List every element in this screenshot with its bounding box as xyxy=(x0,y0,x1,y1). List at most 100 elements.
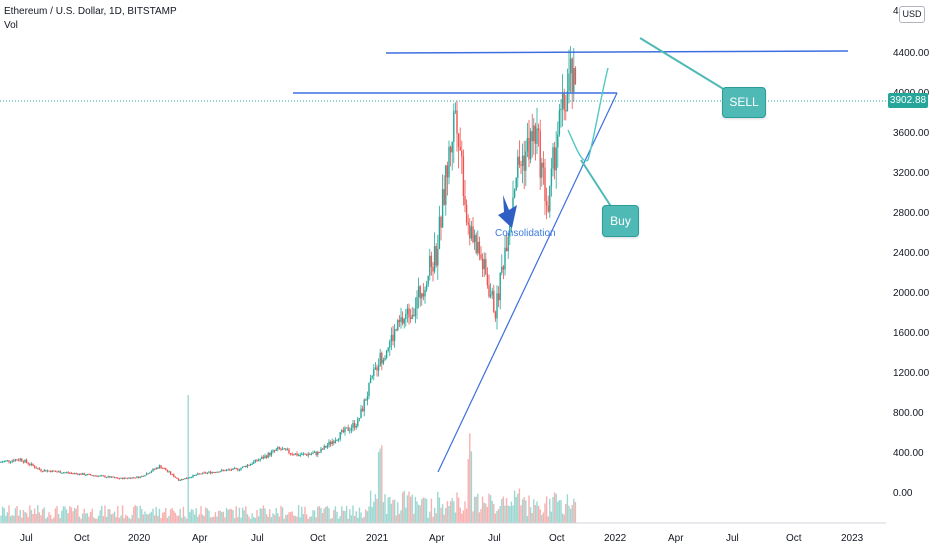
volume-bar xyxy=(429,511,431,523)
candle-body xyxy=(149,472,151,474)
candle-body xyxy=(517,156,519,178)
candle-body xyxy=(73,473,76,475)
candle-body xyxy=(414,308,417,316)
volume-bar xyxy=(350,515,353,523)
consolidation-label[interactable]: Consolidation xyxy=(495,228,556,239)
sell-callout[interactable]: SELL xyxy=(722,87,766,118)
price-axis[interactable]: 44400.004000.003600.003200.002800.002400… xyxy=(893,6,930,499)
volume-bar xyxy=(417,504,420,523)
candle-body xyxy=(501,266,503,273)
volume-bar xyxy=(3,508,5,523)
currency-badge[interactable]: USD xyxy=(899,6,925,23)
volume-bar xyxy=(51,518,53,523)
volume-bar xyxy=(499,505,501,523)
candle-body xyxy=(496,293,498,319)
buy-callout[interactable]: Buy xyxy=(602,205,639,237)
volume-bar xyxy=(285,514,287,523)
candle-body xyxy=(483,259,485,270)
candle-body xyxy=(29,464,31,466)
volume-bar xyxy=(253,516,255,523)
volume-bar xyxy=(526,516,529,523)
volume-bar xyxy=(67,513,69,523)
candle-body xyxy=(393,329,396,342)
volume-bar xyxy=(456,492,458,523)
volume-bar xyxy=(267,516,269,523)
time-tick-label: 2021 xyxy=(366,533,389,544)
volume-bar xyxy=(363,516,365,523)
candle-body xyxy=(206,472,209,474)
time-axis[interactable]: Jul Oct 2020 Apr Jul Oct 2021 Apr Jul Oct 2022 Apr J… xyxy=(20,533,864,544)
volume-bar xyxy=(21,517,23,523)
candle-body xyxy=(536,128,538,144)
candle-body xyxy=(349,430,351,432)
candle-body xyxy=(289,453,292,455)
candle-body xyxy=(157,467,159,469)
volume-bar xyxy=(240,517,242,523)
candle-body xyxy=(537,128,540,131)
candle-body xyxy=(489,294,492,297)
candle-body xyxy=(9,461,12,463)
candle-body xyxy=(398,320,401,323)
volume-bar xyxy=(206,508,209,523)
volume-bar xyxy=(272,513,274,523)
candle-body xyxy=(137,476,140,478)
candle-body xyxy=(233,468,236,470)
candle-body xyxy=(254,459,257,462)
candle-body xyxy=(224,470,226,472)
candle-body xyxy=(81,473,84,475)
resistance-line-high[interactable] xyxy=(385,50,849,54)
volume-bar xyxy=(11,515,13,523)
candle-body xyxy=(341,430,343,433)
candle-body xyxy=(392,334,394,342)
candle-body xyxy=(374,367,377,370)
volume-bar xyxy=(89,511,92,523)
candle-body xyxy=(395,329,397,331)
candle-body xyxy=(381,352,383,364)
volume-bar xyxy=(560,500,562,523)
candle-body xyxy=(153,468,156,470)
candle-body xyxy=(35,467,37,469)
volume-bar xyxy=(485,503,487,523)
projection-path xyxy=(567,67,609,162)
candle-body xyxy=(195,474,197,476)
volume-bar xyxy=(125,514,127,523)
volume-bar xyxy=(424,498,426,523)
candle-body xyxy=(363,399,365,412)
candle-body xyxy=(3,461,5,463)
candle-body xyxy=(573,68,575,92)
volume-bar xyxy=(473,496,476,523)
price-tick-label: 3200.00 xyxy=(893,168,930,179)
volume-bar xyxy=(494,513,497,523)
volume-bar xyxy=(112,513,114,523)
volume-bar xyxy=(395,515,397,523)
volume-bar xyxy=(563,514,565,523)
volume-bar xyxy=(275,508,277,523)
candle-body xyxy=(413,314,415,316)
volume-bar xyxy=(165,507,167,523)
candle-body xyxy=(118,478,121,480)
volume-bar xyxy=(528,495,530,523)
candle-body xyxy=(275,449,277,451)
volume-bar xyxy=(555,493,557,523)
candle-body xyxy=(560,108,562,111)
candle-body xyxy=(189,477,191,479)
candle-body xyxy=(449,146,452,153)
candle-body xyxy=(169,471,172,475)
volume-bar xyxy=(568,505,570,523)
candle-body xyxy=(321,448,324,450)
volume-bar xyxy=(496,510,498,523)
volume-bar xyxy=(342,510,345,523)
volume-bar xyxy=(480,509,482,523)
volume-bar xyxy=(545,496,548,523)
candle-body xyxy=(347,427,349,431)
volume-bar xyxy=(544,503,546,523)
volume-bar xyxy=(288,512,290,523)
candle-body xyxy=(187,477,189,479)
volume-bar xyxy=(133,506,135,523)
candle-body xyxy=(89,474,92,476)
candle-body xyxy=(176,477,178,479)
volume-bar xyxy=(185,518,188,523)
volume-bar xyxy=(109,509,111,523)
support-trendline[interactable] xyxy=(437,92,618,473)
